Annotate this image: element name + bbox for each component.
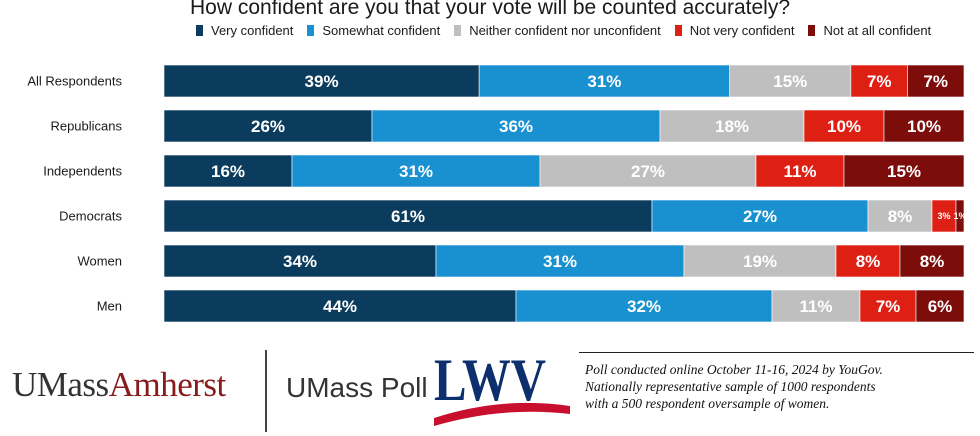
legend-item: Not very confident bbox=[674, 22, 795, 38]
bar-value-label: 18% bbox=[715, 117, 749, 136]
bar-value-label: 31% bbox=[587, 72, 621, 91]
umass-amherst-logo: UMassAmherst bbox=[12, 365, 226, 405]
legend-label: Very confident bbox=[211, 22, 294, 38]
bar-value-label: 11% bbox=[799, 297, 832, 316]
bar-segment bbox=[651, 199, 869, 233]
category-label: Women bbox=[77, 254, 122, 269]
bar-value-label: 7% bbox=[923, 72, 948, 91]
legend-item: Very confident bbox=[196, 23, 293, 38]
bar-segment bbox=[163, 109, 373, 143]
category-label: Democrats bbox=[59, 209, 122, 224]
bar-value-label: 8% bbox=[920, 252, 945, 271]
bar-segment bbox=[371, 109, 661, 143]
legend-label: Not very confident bbox=[689, 22, 795, 38]
bar-segment bbox=[755, 154, 845, 188]
amherst-logo-word: Amherst bbox=[108, 365, 227, 404]
category-label: All Respondents bbox=[27, 74, 122, 89]
bar-segment bbox=[907, 64, 965, 98]
footnote-line: Nationally representative sample of 1000… bbox=[585, 379, 876, 394]
bar-segment bbox=[931, 199, 957, 233]
bar-segment bbox=[435, 244, 685, 278]
bar-value-label: 8% bbox=[888, 207, 913, 226]
bar-value-label: 1% bbox=[953, 211, 966, 221]
legend-swatch bbox=[196, 24, 203, 36]
bar-segment bbox=[835, 244, 901, 278]
bar-value-label: 10% bbox=[907, 117, 941, 136]
legend-label: Not at all confident bbox=[823, 22, 932, 38]
category-label: Republicans bbox=[50, 119, 122, 134]
footnote-line: Poll conducted online October 11-16, 202… bbox=[585, 362, 883, 377]
chart-legend: Very confident Somewhat confident Neither … bbox=[196, 22, 945, 38]
bar-segment bbox=[899, 244, 965, 278]
legend-swatch bbox=[808, 24, 816, 36]
lwv-logo-text: LWV bbox=[434, 348, 546, 413]
bar-segment bbox=[729, 64, 852, 98]
lwv-logo-swoosh bbox=[434, 402, 570, 426]
bar-segment bbox=[478, 64, 730, 98]
bar-segment bbox=[915, 289, 965, 323]
legend-swatch bbox=[454, 24, 462, 36]
legend-item: Somewhat confident bbox=[307, 23, 440, 38]
bar-value-label: 31% bbox=[399, 162, 433, 181]
bar-value-label: 31% bbox=[543, 252, 577, 271]
bar-segment bbox=[659, 109, 805, 143]
bar-segment bbox=[867, 199, 933, 233]
poll-footnote: Poll conducted online October 11-16, 202… bbox=[579, 352, 974, 431]
bar-value-label: 7% bbox=[876, 297, 901, 316]
bar-segment bbox=[955, 199, 965, 233]
bar-value-label: 27% bbox=[631, 162, 665, 181]
bar-segment bbox=[163, 199, 653, 233]
bar-value-label: 3% bbox=[937, 211, 950, 221]
legend-label: Neither confident nor unconfident bbox=[469, 22, 661, 38]
bar-value-label: 32% bbox=[627, 297, 661, 316]
bar-value-label: 10% bbox=[827, 117, 861, 136]
legend-label: Somewhat confident bbox=[322, 22, 441, 38]
bar-value-label: 39% bbox=[305, 72, 339, 91]
bar-value-label: 34% bbox=[283, 252, 317, 271]
bar-segment bbox=[771, 289, 861, 323]
footnote-line: with a 500 respondent oversample of wome… bbox=[585, 396, 830, 411]
stacked-bar-chart: All Respondents 39% 31% 15% 7% 7% Republicans 2… bbox=[27, 64, 966, 323]
bar-segment bbox=[843, 154, 965, 188]
bar-value-label: 7% bbox=[867, 72, 892, 91]
logo-divider bbox=[265, 350, 267, 432]
bar-segment bbox=[163, 64, 480, 98]
bar-value-label: 19% bbox=[743, 252, 777, 271]
lwv-logo: LWV bbox=[434, 348, 570, 426]
bar-value-label: 6% bbox=[928, 297, 953, 316]
bar-segment bbox=[803, 109, 885, 143]
bar-value-label: 36% bbox=[499, 117, 533, 136]
bar-value-label: 15% bbox=[773, 72, 807, 91]
umass-logo-word: UMass bbox=[12, 365, 109, 404]
bar-value-label: 61% bbox=[391, 207, 425, 226]
legend-item: Not at all confident bbox=[808, 23, 931, 38]
bar-value-label: 16% bbox=[211, 162, 245, 181]
bar-segment bbox=[291, 154, 541, 188]
bar-value-label: 11% bbox=[783, 162, 816, 181]
legend-swatch bbox=[674, 24, 682, 36]
bar-segment bbox=[163, 289, 517, 323]
umass-poll-logo: UMass Poll bbox=[286, 372, 428, 403]
legend-item: Neither confident nor unconfident bbox=[454, 23, 661, 38]
bar-segment bbox=[850, 64, 908, 98]
bar-value-label: 15% bbox=[887, 162, 921, 181]
bar-segment bbox=[163, 244, 437, 278]
bar-segment bbox=[683, 244, 837, 278]
bar-value-label: 44% bbox=[323, 297, 357, 316]
legend-swatch bbox=[307, 24, 315, 36]
chart-title: How confident are you that your vote wil… bbox=[189, 0, 790, 19]
bar-value-label: 26% bbox=[251, 117, 285, 136]
category-label: Independents bbox=[43, 164, 122, 179]
bar-value-label: 8% bbox=[856, 252, 881, 271]
category-label: Men bbox=[97, 299, 122, 314]
bar-segment bbox=[515, 289, 773, 323]
bar-segment bbox=[883, 109, 965, 143]
bar-segment bbox=[539, 154, 757, 188]
bar-segment bbox=[163, 154, 293, 188]
bar-value-label: 27% bbox=[743, 207, 777, 226]
